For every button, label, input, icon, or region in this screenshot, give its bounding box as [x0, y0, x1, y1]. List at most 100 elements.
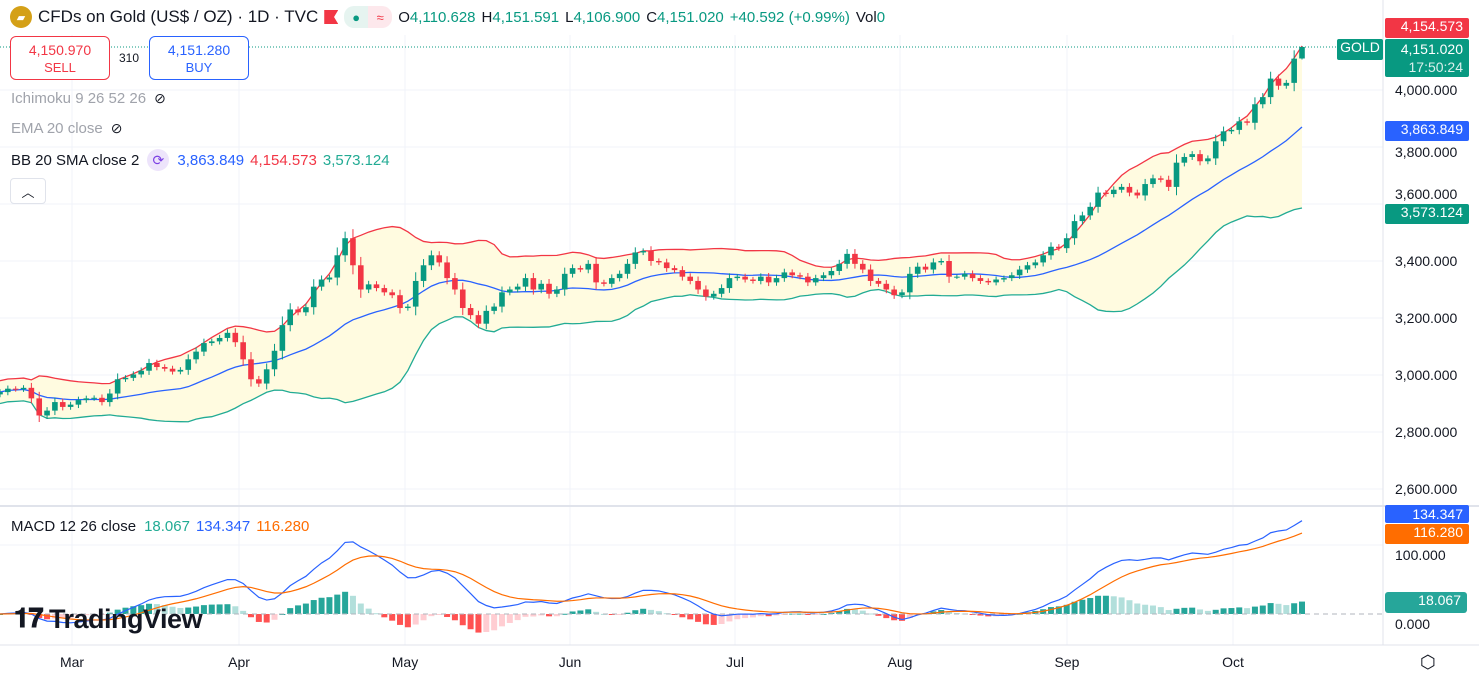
macd-histogram-bar	[1048, 607, 1055, 614]
candle-body	[1071, 221, 1078, 239]
candle-body	[350, 238, 356, 266]
macd-histogram-bar	[797, 613, 804, 615]
candle-body	[20, 387, 27, 390]
candle-body	[538, 283, 544, 290]
macd-histogram-bar	[436, 614, 443, 615]
macd-histogram-bar	[616, 614, 623, 615]
market-status[interactable]: ● ≈	[344, 6, 393, 28]
macd-histogram-bar	[851, 609, 858, 614]
macd-histogram-bar	[1197, 609, 1204, 614]
macd-histogram-bar	[444, 614, 451, 617]
candle-body	[161, 367, 168, 369]
candle-body	[185, 359, 192, 370]
macd-histogram-bar	[412, 614, 419, 625]
candle-body	[193, 351, 199, 360]
candle-body	[1299, 46, 1305, 59]
macd-histogram-bar	[977, 614, 984, 616]
macd-histogram-bar	[1055, 606, 1062, 614]
sync-icon[interactable]: ⟳	[147, 149, 170, 171]
legend-ichimoku[interactable]: Ichimoku 9 26 52 26 ⊘	[11, 90, 166, 107]
candle-body	[695, 280, 701, 290]
symbol-title[interactable]: CFDs on Gold (US$ / OZ) · 1D · TVC	[38, 7, 319, 26]
candle-body	[5, 388, 11, 393]
macd-histogram-bar	[726, 614, 733, 622]
collapse-legend-button[interactable]: ︿	[10, 178, 46, 204]
candle-body	[1079, 215, 1086, 222]
candle-body	[852, 253, 858, 264]
candle-body	[883, 283, 890, 290]
candle-body	[216, 337, 223, 342]
candle-body	[954, 276, 960, 278]
macd-histogram-bar	[83, 614, 90, 616]
bb-upper-badge: 4,154.573	[1385, 18, 1469, 38]
macd-histogram-bar	[1181, 607, 1188, 614]
candle-body	[146, 363, 152, 371]
price-tick: 4,000.000	[1395, 82, 1458, 98]
legend-ema[interactable]: EMA 20 close ⊘	[11, 120, 123, 137]
macd-histogram-bar	[1220, 608, 1227, 614]
candle-body	[263, 369, 270, 384]
tradingview-logo[interactable]: 𝟏𝟕 TradingView	[14, 603, 203, 634]
macd-histogram-bar	[365, 608, 372, 614]
price-tick: 3,200.000	[1395, 310, 1458, 326]
candle-body	[530, 278, 537, 290]
candle-body	[750, 279, 756, 281]
macd-histogram-bar	[1275, 603, 1282, 614]
price-tick: 2,800.000	[1395, 424, 1458, 440]
sell-button[interactable]: 4,150.970 SELL	[10, 36, 110, 80]
macd-histogram-bar	[867, 613, 874, 615]
macd-histogram-bar	[898, 614, 905, 621]
macd-histogram-bar	[812, 614, 819, 615]
macd-histogram-bar	[530, 614, 537, 617]
time-tick: Jul	[726, 654, 744, 670]
flag-icon[interactable]	[324, 10, 339, 24]
candle-body	[397, 295, 403, 309]
eye-hidden-icon[interactable]: ⊘	[110, 120, 123, 136]
macd-histogram-bar	[804, 614, 811, 615]
macd-histogram-bar	[1259, 605, 1266, 614]
time-tick: Jun	[558, 654, 582, 670]
macd-histogram-bar	[389, 614, 396, 621]
bb-lower-badge: 3,573.124	[1385, 204, 1469, 224]
macd-histogram-bar	[538, 614, 545, 616]
candle-body	[499, 292, 505, 307]
macd-histogram-bar	[1212, 609, 1219, 614]
macd-histogram-bar	[632, 610, 639, 614]
macd-histogram-bar	[334, 594, 341, 614]
macd-histogram-bar	[373, 613, 380, 615]
candle-body	[1048, 246, 1054, 256]
macd-histogram-bar	[522, 614, 529, 617]
candle-body	[1056, 246, 1062, 249]
macd-histogram-bar	[169, 606, 176, 614]
settings-icon[interactable]: ⬡	[1420, 652, 1436, 672]
buy-button[interactable]: 4,151.280 BUY	[149, 36, 249, 80]
macd-histogram-bar	[271, 614, 278, 620]
candle-body	[75, 400, 82, 405]
candle-body	[287, 309, 294, 326]
candle-body	[805, 276, 811, 283]
legend-macd[interactable]: MACD 12 26 close 18.067 134.347 116.280	[11, 518, 310, 535]
eye-hidden-icon[interactable]: ⊘	[154, 90, 166, 106]
macd-histogram-bar	[404, 614, 411, 628]
macd-histogram-bar	[679, 614, 686, 618]
candle-body	[514, 286, 521, 290]
candle-body	[710, 293, 717, 297]
time-tick: Oct	[1222, 654, 1244, 670]
macd-histogram-bar	[326, 597, 333, 614]
candle-body	[201, 343, 207, 352]
macd-histogram-bar	[561, 613, 568, 615]
candle-body	[1259, 97, 1266, 105]
macd-tick: 100.000	[1395, 547, 1446, 563]
macd-histogram-bar	[585, 609, 592, 614]
candle-body	[608, 278, 615, 284]
macd-histogram-bar	[1189, 607, 1196, 614]
macd-histogram-bar	[263, 614, 270, 623]
candle-body	[240, 342, 246, 360]
macd-histogram-bar	[240, 610, 247, 614]
macd-histogram-bar	[467, 614, 474, 630]
legend-bb[interactable]: BB 20 SMA close 2 ⟳ 3,863.849 4,154.573 3,57…	[11, 149, 390, 171]
candle-body	[993, 279, 999, 283]
candle-body	[593, 263, 599, 283]
candle-body	[318, 279, 325, 287]
